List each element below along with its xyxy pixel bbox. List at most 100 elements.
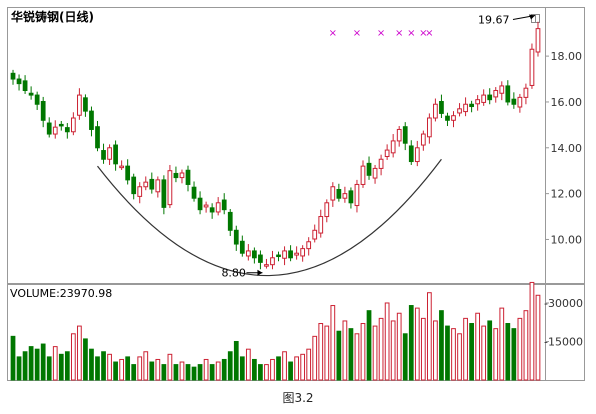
candle — [360, 165, 366, 185]
volume-bar — [451, 328, 456, 381]
candle — [366, 162, 372, 176]
volume-bar — [233, 340, 239, 381]
candle — [77, 94, 82, 116]
candle — [179, 172, 185, 179]
volume-bar — [167, 353, 173, 381]
candle — [378, 158, 384, 169]
volume-bar — [511, 328, 517, 381]
candle — [131, 176, 137, 195]
candle — [64, 127, 70, 133]
volume-bar — [270, 358, 275, 381]
volume-bar — [390, 320, 396, 381]
volume-bar — [475, 312, 481, 381]
signal-marker: × — [395, 28, 403, 39]
candle — [95, 126, 100, 149]
candle — [457, 108, 462, 114]
volume-bar — [330, 305, 336, 381]
volume-bar — [414, 307, 420, 381]
candle — [191, 186, 197, 199]
candle — [107, 147, 112, 160]
candle — [384, 149, 390, 157]
candle — [167, 170, 173, 206]
candle — [426, 117, 432, 138]
volume-bar — [529, 281, 535, 381]
volume-label: VOLUME:23970.98 — [10, 287, 112, 300]
candle — [276, 254, 281, 258]
volume-bar — [445, 325, 450, 381]
candle — [143, 181, 149, 188]
volume-bar — [396, 312, 402, 381]
candle — [155, 179, 161, 193]
volume-tick-label: -15000 — [544, 335, 583, 348]
candle — [288, 250, 293, 259]
volume-bar — [282, 351, 287, 381]
price-tick-label: 14.00 — [551, 142, 583, 155]
volume-bar — [288, 361, 293, 381]
volume-bar — [227, 351, 233, 381]
volume-bar — [64, 351, 70, 381]
volume-bar — [221, 358, 227, 381]
volume-bar — [384, 302, 390, 381]
candle — [10, 72, 16, 80]
candle — [487, 94, 493, 101]
volume-bar — [493, 328, 499, 381]
volume-bar — [58, 353, 64, 381]
volume-bar — [457, 333, 462, 381]
candle — [354, 183, 360, 207]
candle — [227, 211, 233, 231]
volume-bar — [40, 343, 46, 381]
figure-caption: 图3.2 — [282, 391, 314, 405]
volume-bar — [119, 358, 125, 381]
volume-bar — [354, 333, 360, 381]
candle — [125, 165, 131, 181]
candle — [101, 150, 106, 160]
volume-bar — [179, 361, 185, 381]
volume-bar — [312, 335, 318, 381]
candle — [439, 101, 444, 114]
candle — [300, 248, 306, 257]
candle — [475, 99, 481, 105]
candle — [16, 78, 22, 85]
volume-bar — [46, 356, 52, 381]
candle — [203, 204, 209, 208]
volume-bar — [426, 292, 432, 381]
volume-bar — [34, 348, 40, 381]
candle — [28, 92, 34, 96]
candle — [197, 197, 203, 211]
volume-bar — [185, 364, 191, 381]
candle — [185, 169, 191, 185]
candle — [312, 229, 318, 240]
low-price-label: 8.80 — [221, 267, 246, 280]
volume-bar — [191, 366, 197, 381]
candle — [40, 101, 46, 121]
volume-tick-label: -30000 — [544, 297, 583, 310]
volume-bar — [402, 333, 408, 381]
volume-bar — [487, 320, 493, 381]
volume-bar — [101, 351, 106, 381]
volume-bar — [161, 364, 167, 381]
candle — [239, 240, 245, 254]
volume-bar — [70, 333, 76, 381]
volume-bar — [318, 323, 324, 381]
volume-bar — [143, 351, 149, 381]
volume-bar — [95, 356, 100, 381]
low-price-arrowhead — [257, 269, 263, 276]
volume-bar — [22, 351, 28, 381]
volume-bar — [149, 361, 155, 381]
candle — [324, 202, 330, 218]
candle — [22, 80, 28, 91]
high-price-label: 19.67 — [478, 13, 510, 26]
candle — [89, 110, 94, 130]
volume-bar — [113, 361, 118, 381]
candle — [493, 90, 499, 98]
signal-marker: × — [425, 28, 433, 39]
signal-marker: × — [377, 28, 385, 39]
volume-bar — [203, 358, 209, 381]
candle — [137, 186, 143, 197]
candle — [83, 97, 88, 112]
candle — [523, 87, 529, 98]
volume-bar — [372, 325, 378, 381]
volume-bar — [258, 364, 263, 381]
candle — [433, 103, 438, 119]
